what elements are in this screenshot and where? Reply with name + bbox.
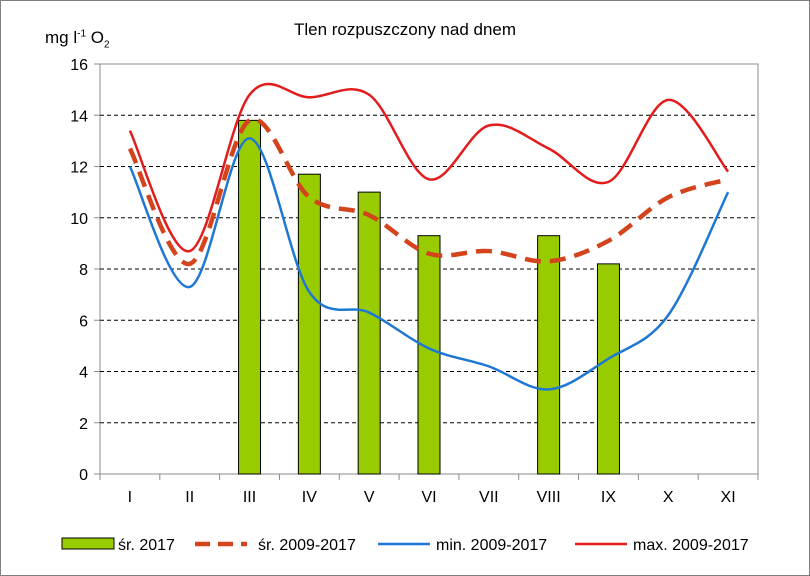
x-tick-label: II (185, 489, 194, 506)
bar-sr-2017 (537, 235, 561, 475)
bar-sr-2017 (596, 263, 620, 475)
x-tick-label: VII (479, 489, 499, 506)
y-tick-label: 10 (70, 211, 88, 228)
legend-sr-2017-label: śr. 2017 (118, 537, 175, 554)
legend-max-2009-2017-label: max. 2009-2017 (633, 537, 749, 554)
series-line-max-2009-2017 (128, 82, 730, 253)
bar-sr-2017 (357, 191, 381, 475)
chart-title: Tlen rozpuszczony nad dnem (293, 20, 517, 39)
y-tick-label: 4 (79, 365, 88, 382)
bar-sr-2017 (297, 173, 321, 475)
y-tick-label: 8 (79, 262, 88, 279)
y-tick-label: 14 (70, 108, 88, 125)
x-tick-label: IV (302, 489, 317, 506)
x-tick-label: VI (421, 489, 436, 506)
y-axis-label-sup: -1 (77, 28, 87, 40)
y-tick-label: 2 (79, 416, 88, 433)
legend-sr-2017-swatch (61, 537, 115, 550)
series-line-min-2009-2017 (128, 137, 730, 391)
x-tick-label: X (663, 489, 674, 506)
x-tick-label: I (128, 489, 132, 506)
x-tick-label: V (364, 489, 375, 506)
x-tick-label: XI (721, 489, 736, 506)
y-tick-label: 12 (70, 160, 88, 177)
x-tick-label: IX (601, 489, 616, 506)
legend-min-2009-2017-label: min. 2009-2017 (436, 537, 547, 554)
x-tick-label: III (243, 489, 256, 506)
y-axis-label-base: mg l (45, 28, 78, 47)
bar-sr-2017 (417, 235, 441, 475)
y-tick-label: 16 (70, 57, 88, 74)
y-tick-label: 0 (79, 467, 88, 484)
legend-sr-2009-2017-label: śr. 2009-2017 (258, 537, 356, 554)
bar-sr-2017 (238, 119, 262, 475)
y-axis-label: mg l-1 O2 (45, 28, 110, 50)
y-tick-label: 6 (79, 313, 88, 330)
y-axis-label-sub: 2 (103, 39, 110, 51)
y-axis-label-mid: O (86, 28, 104, 47)
series-line-sr-2009-2017 (127, 117, 729, 267)
x-tick-label: VIII (537, 489, 561, 506)
